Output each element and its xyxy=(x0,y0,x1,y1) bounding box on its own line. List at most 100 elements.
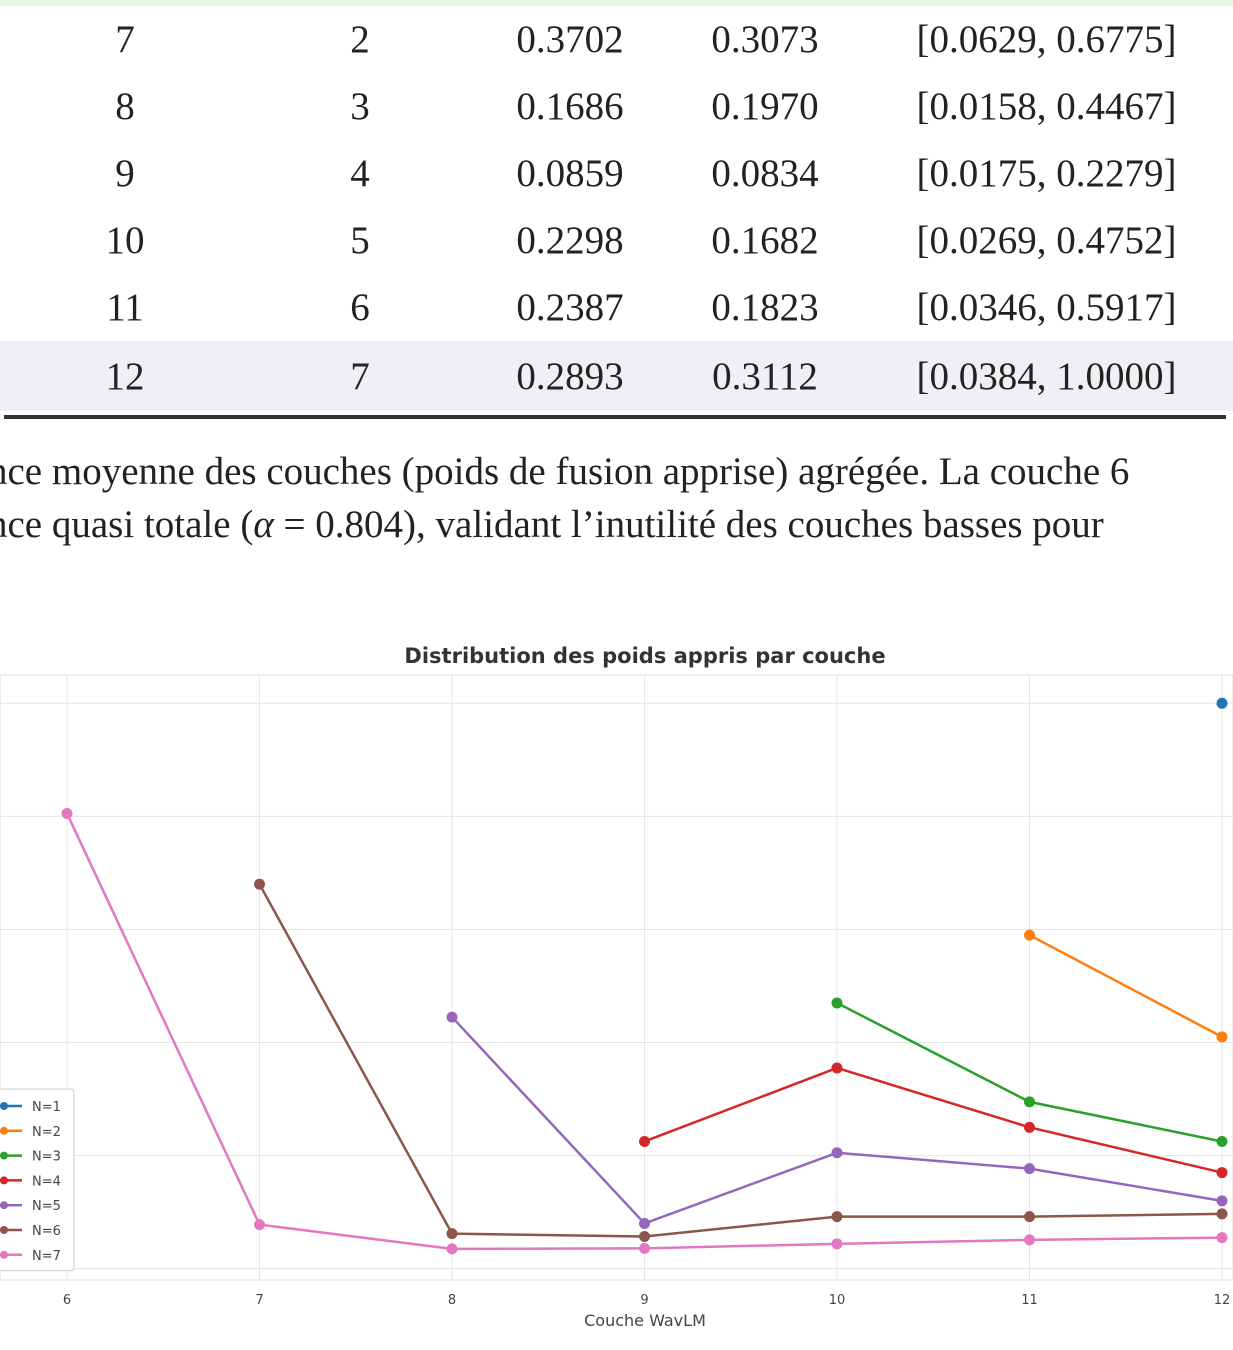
table-cell-n: 4 xyxy=(350,152,370,195)
x-tick-label: 9 xyxy=(640,1293,648,1308)
legend-item: N=3 xyxy=(0,1150,61,1165)
data-point xyxy=(639,1135,650,1147)
table-cell-couche: 10 xyxy=(105,219,145,262)
x-tick-label: 6 xyxy=(63,1293,71,1308)
table-row: 8 3 0.1686 0.1970 [0.0158, 0.4467] xyxy=(0,73,1233,140)
table-cell-moy: 0.2387 xyxy=(516,286,624,329)
table-top-band xyxy=(0,0,1233,6)
chart-series xyxy=(61,697,1228,1255)
chart-axes: 6 7 8 9 10 11 12 xyxy=(63,1293,1230,1308)
weights-chart: Distribution des poids appris par couche… xyxy=(0,644,1233,1330)
series-line xyxy=(644,1066,1223,1174)
data-point xyxy=(1024,1121,1035,1133)
chart-title: Distribution des poids appris par couche xyxy=(404,644,885,668)
data-point xyxy=(831,1062,843,1074)
table-cell-std: 0.0834 xyxy=(711,152,819,195)
table-cell-n: 7 xyxy=(250,341,470,411)
series-N=3 xyxy=(831,997,1228,1147)
data-point xyxy=(1216,1135,1228,1147)
series-line xyxy=(258,883,1223,1238)
legend-label: N=1 xyxy=(32,1100,61,1115)
data-point xyxy=(1024,1211,1035,1223)
series-N=1 xyxy=(1216,697,1228,709)
results-table: 7 2 0.3702 0.3073 [0.0629, 0.6775] 8 3 0.1686 0.… xyxy=(0,6,1233,411)
chart-xlabel: Couche WavLM xyxy=(584,1311,706,1330)
legend-label: N=7 xyxy=(32,1249,61,1264)
data-point xyxy=(639,1242,650,1254)
table-cell-range: [0.0158, 0.4467] xyxy=(916,85,1177,128)
legend-swatch-marker xyxy=(0,1102,8,1110)
table-cell-moy: 0.2893 xyxy=(470,341,670,411)
table-cell-moy: 0.0859 xyxy=(516,152,624,195)
table-cell-couche: 12 xyxy=(0,341,250,411)
table-cell-moy: 0.2298 xyxy=(516,219,624,262)
x-tick-label: 7 xyxy=(255,1293,263,1308)
legend-label: N=6 xyxy=(32,1224,61,1239)
data-point xyxy=(1024,1234,1035,1246)
series-N=6 xyxy=(254,878,1228,1242)
table-cell-range: [0.0384, 1.0000] xyxy=(860,341,1233,411)
x-tick-label: 11 xyxy=(1021,1293,1038,1308)
data-point xyxy=(831,1147,843,1159)
data-point xyxy=(1024,1163,1035,1175)
legend-swatch-marker xyxy=(0,1176,8,1185)
data-point xyxy=(1216,697,1228,709)
caption-line-2: nce quasi totale (α = 0.804), validant l… xyxy=(0,503,1233,547)
table-cell-n: 5 xyxy=(350,219,370,262)
series-N=4 xyxy=(639,1062,1228,1179)
caption-text-2a: nce quasi totale ( xyxy=(0,503,254,546)
table-row: 7 2 0.3702 0.3073 [0.0629, 0.6775] xyxy=(0,6,1233,73)
table-cell-std: 0.1682 xyxy=(711,219,819,262)
table-cell-moy: 0.3702 xyxy=(516,18,624,61)
legend-swatch-marker xyxy=(0,1151,8,1160)
chart-legend: N=1 N=2 N=3 N=4 N=5 N=6 N=7 xyxy=(0,1088,75,1272)
table-cell-couche: 11 xyxy=(106,286,144,329)
data-point xyxy=(1216,1208,1228,1220)
data-point xyxy=(1216,1167,1228,1179)
data-point xyxy=(446,1228,458,1240)
data-point xyxy=(1216,1031,1228,1043)
table-body: 7 2 0.3702 0.3073 [0.0629, 0.6775] 8 3 0.1686 0.… xyxy=(0,6,1233,411)
data-point xyxy=(1024,1096,1035,1108)
data-point xyxy=(1216,1195,1228,1207)
table-cell-std: 0.3073 xyxy=(711,18,819,61)
table-bottom-rule xyxy=(4,415,1226,419)
legend-label: N=4 xyxy=(32,1174,61,1189)
data-point xyxy=(639,1230,650,1242)
legend-item: N=1 xyxy=(0,1100,61,1115)
legend-item: N=5 xyxy=(0,1199,61,1214)
x-tick-label: 12 xyxy=(1214,1293,1231,1308)
table-cell-range: [0.0269, 0.4752] xyxy=(916,219,1177,262)
plot-area xyxy=(0,674,1233,1281)
table-cell-n: 6 xyxy=(350,286,370,329)
data-point xyxy=(1024,929,1035,941)
table-cell-std: 0.3112 xyxy=(670,341,860,411)
caption-alpha-bar: α xyxy=(253,503,274,546)
legend-swatch-marker xyxy=(0,1126,8,1135)
legend-swatch-marker xyxy=(0,1201,8,1210)
caption-text-2b: ), validant l’inutilité des couches bass… xyxy=(403,503,1104,546)
caption-text-1: nce moyenne des couches (poids de fusion… xyxy=(0,450,1130,493)
table-cell-std: 0.1823 xyxy=(711,286,819,329)
data-point xyxy=(446,1011,458,1023)
data-point xyxy=(446,1243,458,1255)
legend-item: N=2 xyxy=(0,1125,61,1140)
data-point xyxy=(61,808,73,820)
table-row: 10 5 0.2298 0.1682 [0.0269, 0.4752] xyxy=(0,207,1233,274)
table-cell-range: [0.0175, 0.2279] xyxy=(916,152,1177,195)
series-N=5 xyxy=(446,1011,1228,1229)
x-tick-label: 10 xyxy=(829,1293,846,1308)
x-tick-label: 8 xyxy=(448,1293,456,1308)
table-row: 9 4 0.0859 0.0834 [0.0175, 0.2279] xyxy=(0,140,1233,207)
chart-grid xyxy=(0,674,1233,1281)
legend-label: N=3 xyxy=(32,1150,61,1165)
legend-box xyxy=(0,1088,75,1272)
table-cell-moy: 0.1686 xyxy=(516,85,624,128)
legend-item: N=4 xyxy=(0,1174,61,1189)
series-N=7 xyxy=(61,808,1228,1255)
data-point xyxy=(254,878,265,890)
table-cell-couche: 8 xyxy=(115,85,135,128)
legend-label: N=2 xyxy=(32,1125,61,1140)
table-cell-range: [0.0346, 0.5917] xyxy=(916,286,1177,329)
table-cell-range: [0.0629, 0.6775] xyxy=(916,18,1177,61)
